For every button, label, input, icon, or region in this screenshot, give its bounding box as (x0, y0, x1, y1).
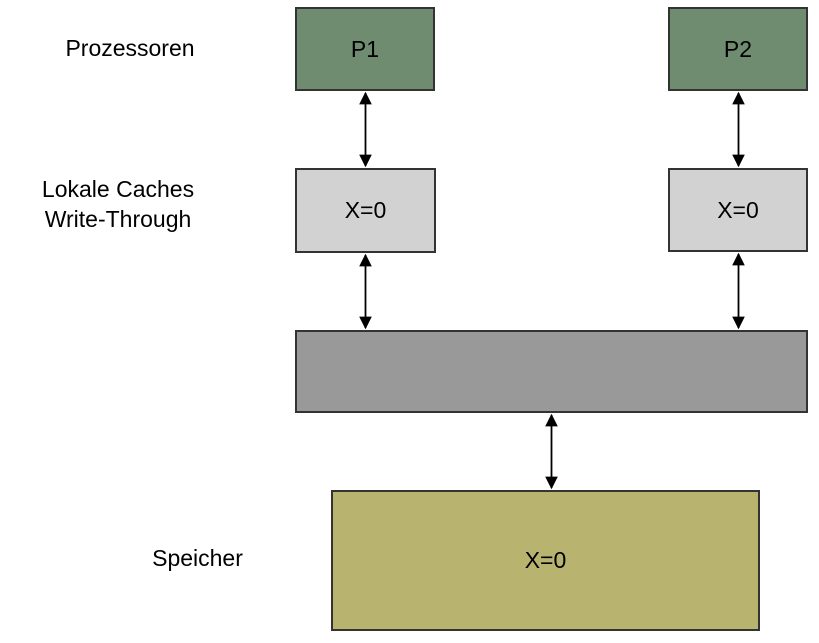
bus-bar (295, 330, 808, 413)
memory-box: X=0 (331, 490, 760, 631)
processor-p2-label: P2 (723, 35, 753, 62)
cache1-value-label: X=0 (344, 197, 387, 223)
cache2-value-label: X=0 (717, 196, 759, 223)
processor-p2-box: P2 (668, 7, 808, 91)
row-label-processors: Prozessoren (65, 35, 195, 61)
row-label-caches: Lokale Caches Write-Through (8, 174, 228, 234)
row-label-caches-line1: Lokale Caches (41, 176, 195, 202)
row-label-caches-line2: Write-Through (44, 206, 192, 232)
cache2-box: X=0 (668, 168, 808, 252)
processor-p1-box: P1 (295, 7, 435, 91)
processor-p1-label: P1 (350, 35, 380, 62)
row-label-memory: Speicher (152, 545, 243, 571)
cache1-box: X=0 (295, 168, 436, 253)
memory-value-label: X=0 (524, 547, 567, 573)
